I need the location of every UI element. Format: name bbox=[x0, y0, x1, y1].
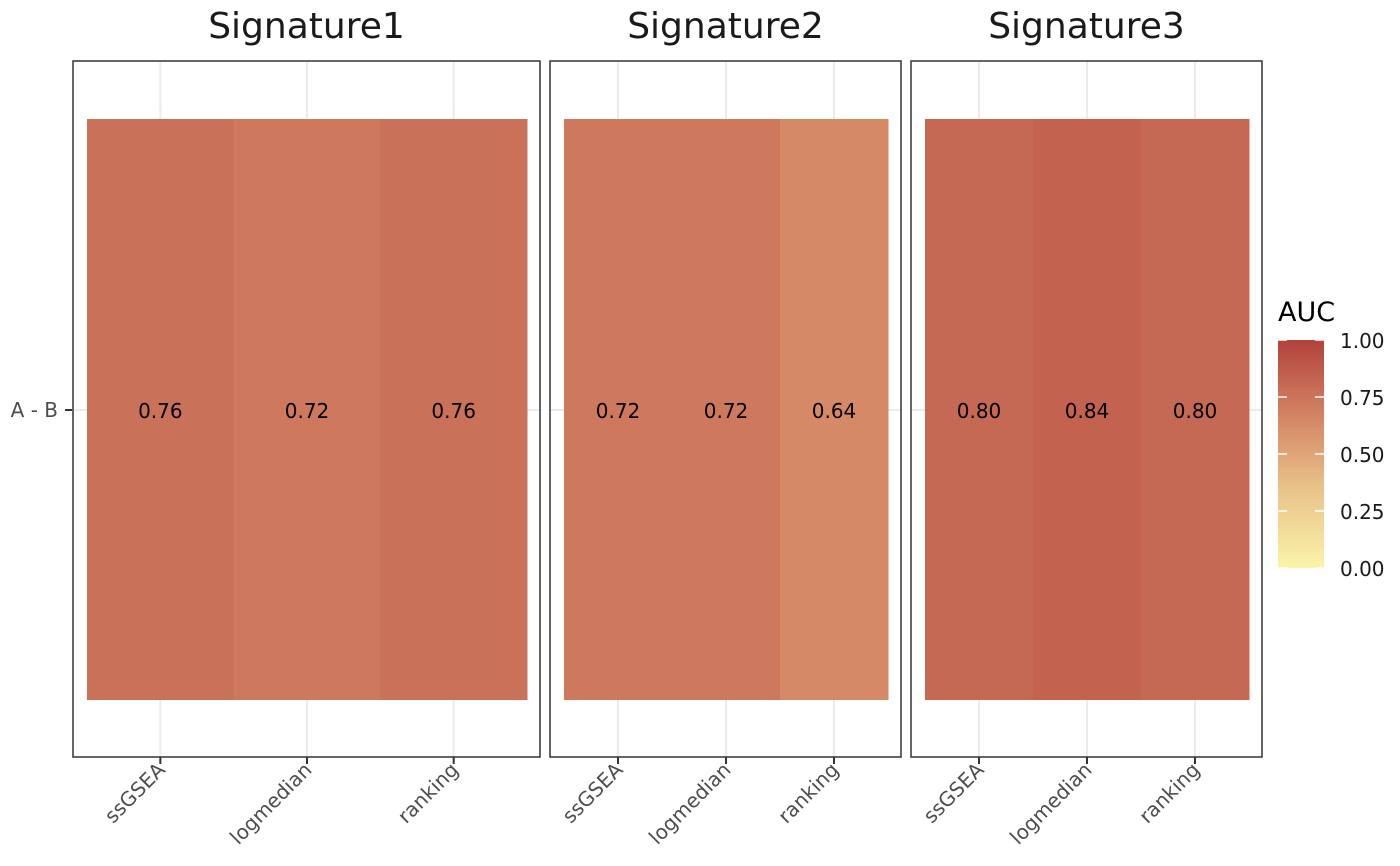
heatmap-tile bbox=[87, 119, 235, 700]
facet-panel: 0.72 0.72 0.64 Signature2 ssGSEA logmedian ran… bbox=[549, 6, 902, 850]
heatmap-tile bbox=[1033, 119, 1142, 700]
legend-tick-label: 0.75 bbox=[1340, 386, 1385, 410]
facet-title: Signature1 bbox=[208, 6, 405, 47]
cell-value-label: 0.84 bbox=[1065, 399, 1110, 423]
color-legend: AUC 0.00 0.25 0.50 0.75 1.00 bbox=[1278, 297, 1385, 581]
x-tick-label: logmedian bbox=[644, 758, 736, 850]
heatmap-tile bbox=[672, 119, 781, 700]
heatmap-tile bbox=[380, 119, 528, 700]
cell-value-label: 0.76 bbox=[138, 399, 183, 423]
heatmap-tile bbox=[233, 119, 381, 700]
heatmap-tile bbox=[564, 119, 673, 700]
heatmap-tile bbox=[780, 119, 889, 700]
heatmap-tile bbox=[925, 119, 1034, 700]
x-tick-label: ranking bbox=[773, 758, 843, 828]
x-tick-label: ssGSEA bbox=[918, 757, 988, 827]
x-tick-label: logmedian bbox=[225, 758, 317, 850]
x-tick-label: ranking bbox=[1134, 758, 1204, 828]
legend-tick-label: 1.00 bbox=[1340, 329, 1385, 353]
x-tick-label: ssGSEA bbox=[100, 757, 170, 827]
cell-value-label: 0.80 bbox=[957, 399, 1002, 423]
heatmap-tile bbox=[1141, 119, 1250, 700]
cell-value-label: 0.80 bbox=[1173, 399, 1218, 423]
y-axis: A - B bbox=[11, 398, 72, 422]
cell-value-label: 0.76 bbox=[431, 399, 476, 423]
y-tick-label: A - B bbox=[11, 398, 58, 422]
x-tick-label: ranking bbox=[393, 758, 463, 828]
legend-tick-label: 0.00 bbox=[1340, 557, 1385, 581]
cell-value-label: 0.72 bbox=[285, 399, 330, 423]
x-tick-label: logmedian bbox=[1005, 758, 1097, 850]
legend-tick-label: 0.50 bbox=[1340, 443, 1385, 467]
legend-title: AUC bbox=[1278, 297, 1335, 328]
facet-title: Signature3 bbox=[988, 6, 1185, 47]
cell-value-label: 0.72 bbox=[704, 399, 749, 423]
facet-panel: 0.80 0.84 0.80 Signature3 ssGSEA logmedian ran… bbox=[910, 6, 1263, 850]
cell-value-label: 0.72 bbox=[596, 399, 641, 423]
cell-value-label: 0.64 bbox=[812, 399, 857, 423]
x-tick-label: ssGSEA bbox=[557, 757, 627, 827]
legend-ticks: 0.00 0.25 0.50 0.75 1.00 bbox=[1278, 329, 1385, 581]
legend-tick-label: 0.25 bbox=[1340, 500, 1385, 524]
facet-panel: 0.76 0.72 0.76 Signature1 ssGSEA logmedian ran… bbox=[72, 6, 541, 850]
facet-title: Signature2 bbox=[627, 6, 824, 47]
